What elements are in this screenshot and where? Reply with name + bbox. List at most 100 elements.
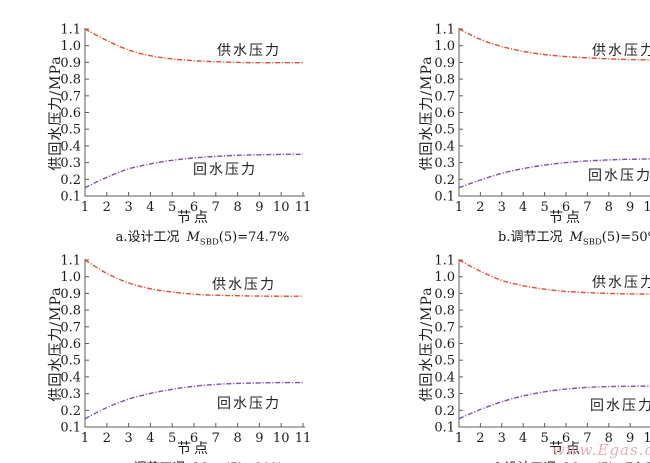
series-label-supply-pressure: 供水压力: [212, 277, 276, 293]
svg-text:0.6: 0.6: [60, 106, 81, 121]
svg-text:0.1: 0.1: [60, 421, 81, 436]
svg-text:10: 10: [643, 431, 650, 446]
svg-text:5: 5: [168, 431, 176, 446]
svg-text:0.1: 0.1: [434, 421, 455, 436]
caption-value: (5)=74.7%: [596, 461, 650, 463]
svg-text:0.9: 0.9: [434, 56, 455, 71]
svg-text:10: 10: [643, 200, 650, 215]
svg-text:0.6: 0.6: [434, 337, 455, 352]
svg-text:0.2: 0.2: [60, 173, 81, 188]
svg-text:1.1: 1.1: [60, 254, 81, 269]
plot-area-d: 1.11.0 0.9 0.80.7 0.6 0.50.4 0.3 0.2 0.11 2 3 4 5 6 7…: [434, 254, 650, 447]
series-label-supply-pressure: 供水压力: [217, 43, 281, 59]
svg-text:1.0: 1.0: [60, 270, 81, 285]
tick-labels: 1.11.0 0.9 0.80.7 0.6 0.50.4 0.3 0.2 0.11 2 3 4 5 6 7…: [60, 254, 311, 447]
supply-pressure-curve: [84, 28, 303, 64]
svg-text:0.4: 0.4: [434, 370, 455, 385]
tick-marks: [458, 259, 631, 428]
svg-text:7: 7: [583, 431, 591, 446]
svg-text:4: 4: [146, 431, 154, 446]
svg-text:0.2: 0.2: [434, 404, 455, 419]
svg-text:3: 3: [124, 200, 132, 215]
svg-text:6: 6: [190, 431, 198, 446]
series-label-return-pressure: 回水压力: [217, 396, 281, 412]
svg-text:1: 1: [455, 431, 463, 446]
svg-text:0.4: 0.4: [434, 139, 455, 154]
svg-text:0.9: 0.9: [60, 56, 81, 71]
supply-pressure-curve: [84, 259, 304, 297]
series-label-supply-pressure: 供水压力: [592, 275, 650, 291]
svg-text:10: 10: [273, 431, 290, 446]
svg-text:3: 3: [124, 431, 132, 446]
svg-text:6: 6: [562, 200, 570, 215]
svg-text:3: 3: [498, 431, 506, 446]
svg-text:1.1: 1.1: [434, 254, 455, 269]
series-label-return-pressure: 回水压力: [590, 398, 650, 414]
caption-variable: M: [190, 461, 206, 463]
series-label-return-pressure: 回水压力: [193, 162, 257, 178]
svg-text:9: 9: [626, 200, 634, 215]
caption-variable: M: [569, 230, 583, 245]
svg-text:9: 9: [255, 431, 263, 446]
svg-text:0.6: 0.6: [60, 337, 81, 352]
caption-text: a.设计工况: [115, 230, 184, 245]
svg-text:1.0: 1.0: [434, 39, 455, 54]
svg-text:0.8: 0.8: [434, 73, 455, 88]
subplot-caption-d: d.设计工况 MSBD(5)=74.7%: [419, 457, 650, 463]
svg-text:1.1: 1.1: [60, 23, 81, 38]
svg-text:0.8: 0.8: [60, 304, 81, 319]
svg-text:2: 2: [476, 200, 484, 215]
return-pressure-curve: [458, 158, 650, 189]
svg-text:5: 5: [168, 200, 176, 215]
svg-text:6: 6: [190, 200, 198, 215]
svg-text:7: 7: [583, 200, 591, 215]
svg-text:6: 6: [562, 431, 570, 446]
svg-text:0.5: 0.5: [60, 123, 81, 138]
plot-area-b: 1.11.0 0.9 0.80.7 0.6 0.50.4 0.3 0.2 0.11 2 3 4 5 6 7…: [434, 23, 650, 215]
svg-text:0.3: 0.3: [434, 387, 455, 402]
x-axis-title: 节点: [549, 210, 583, 226]
caption-subscript: SBD: [582, 237, 602, 248]
supply-pressure-curve: [458, 28, 650, 61]
y-axis-title: 供回水压力/MPa: [419, 286, 435, 402]
plot-area-c: 1.11.0 0.9 0.80.7 0.6 0.50.4 0.3 0.2 0.11 2 3 4 5 6 7…: [60, 254, 311, 447]
svg-text:0.9: 0.9: [60, 287, 81, 302]
caption-text: c.调节工况: [122, 461, 190, 463]
caption-variable: M: [560, 461, 576, 463]
y-axis-title: 供回水压力/MPa: [419, 55, 435, 171]
supply-pressure-curve: [458, 259, 650, 295]
y-axis-title: 供回水压力/MPa: [48, 55, 64, 171]
svg-text:11: 11: [295, 200, 312, 215]
svg-text:0.7: 0.7: [434, 89, 455, 104]
svg-text:7: 7: [212, 200, 220, 215]
subplot-c: 1.1 1.0 0.9 0.8 0.7 0.6 0.5 0.4 0.3 0.2 0.1 1 2 3 4 5 6 7…: [40, 247, 365, 463]
svg-text:0.1: 0.1: [60, 190, 81, 205]
svg-text:0.4: 0.4: [60, 139, 81, 154]
x-axis-title: 节点: [177, 210, 211, 226]
svg-text:0.3: 0.3: [60, 156, 81, 171]
caption-text: d.设计工况: [492, 461, 561, 463]
return-pressure-curve: [458, 385, 650, 420]
caption-value: (5)=74.7%: [218, 230, 290, 245]
svg-text:1.0: 1.0: [60, 39, 81, 54]
svg-text:1.1: 1.1: [434, 23, 455, 38]
x-axis-title: 节点: [177, 441, 211, 457]
svg-text:8: 8: [233, 200, 241, 215]
svg-text:9: 9: [255, 200, 263, 215]
subplot-a: 1.1 1.0 0.9 0.8 0.7 0.6 0.5 0.4 0.3 0.2 0.1 1 2 3 4 5 6 7…: [40, 16, 365, 247]
svg-text:0.7: 0.7: [434, 320, 455, 335]
svg-text:8: 8: [233, 431, 241, 446]
plot-area-a: 1.11.0 0.9 0.80.7 0.6 0.50.4 0.3 0.2 0.11 2 3 4 5 6 7…: [60, 23, 312, 216]
svg-text:0.8: 0.8: [60, 73, 81, 88]
series-label-return-pressure: 回水压力: [588, 168, 650, 184]
svg-text:2: 2: [103, 200, 111, 215]
subplot-d: 1.1 1.0 0.9 0.8 0.7 0.6 0.5 0.4 0.3 0.2 0.1 1 2 3 4 5 6 7…: [365, 247, 650, 463]
caption-value: (5)=50%: [601, 230, 650, 245]
return-pressure-curve: [84, 153, 304, 189]
svg-text:0.8: 0.8: [434, 304, 455, 319]
svg-text:1.0: 1.0: [434, 270, 455, 285]
tick-labels: 1.11.0 0.9 0.80.7 0.6 0.50.4 0.3 0.2 0.11 2 3 4 5 6 7…: [434, 254, 650, 447]
svg-text:5: 5: [540, 431, 548, 446]
svg-text:2: 2: [476, 431, 484, 446]
